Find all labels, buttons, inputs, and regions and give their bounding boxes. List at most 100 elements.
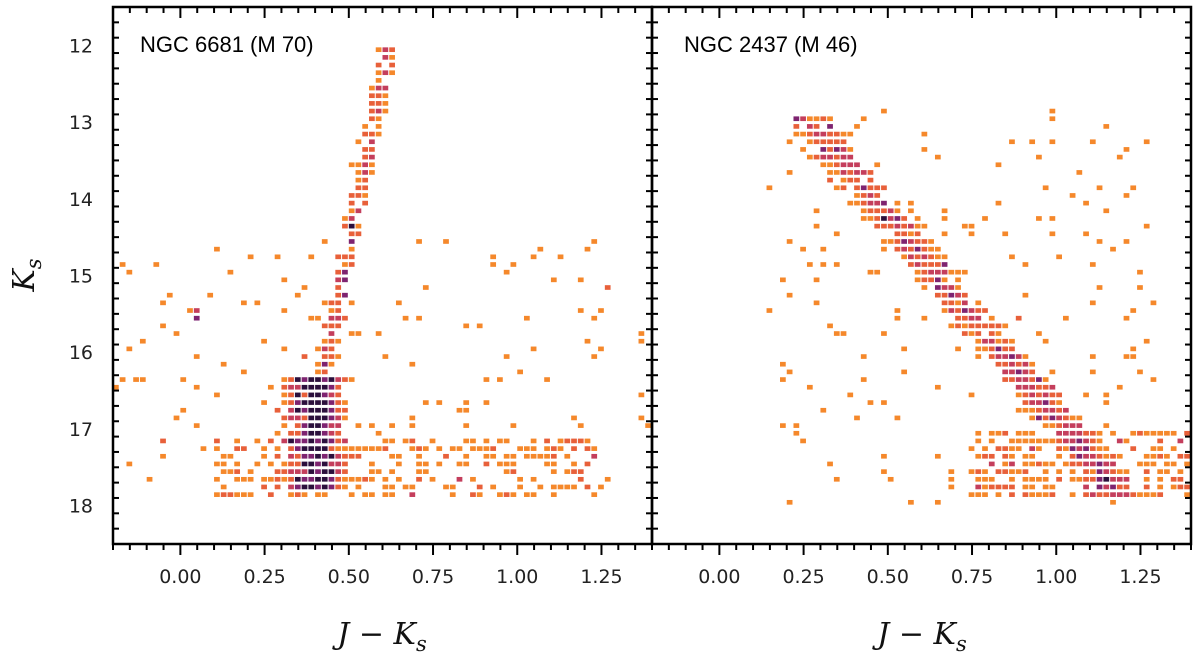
density-cell xyxy=(362,170,369,175)
density-cell xyxy=(1022,384,1029,390)
density-cell xyxy=(261,338,267,344)
density-cell xyxy=(914,269,921,275)
density-cell xyxy=(840,147,847,152)
density-cell xyxy=(1177,476,1184,482)
density-cell xyxy=(1096,476,1103,482)
density-cell xyxy=(544,438,550,444)
density-cell xyxy=(955,300,961,306)
density-cell xyxy=(921,262,928,267)
density-cell xyxy=(1029,461,1036,467)
density-cell xyxy=(874,223,881,229)
density-cell xyxy=(786,499,793,505)
density-cell xyxy=(988,430,995,436)
density-cell xyxy=(382,101,389,106)
density-cell xyxy=(369,93,375,99)
density-cell xyxy=(321,300,328,306)
density-cell xyxy=(1096,446,1103,451)
density-cell xyxy=(456,407,463,413)
density-cell xyxy=(908,231,914,237)
density-cell xyxy=(1143,139,1150,145)
density-cell xyxy=(975,346,982,352)
density-cell xyxy=(1069,453,1076,459)
panel-ngc2437: 0.00 0.25 0.50 0.75 1.00 1.25 NGC 2437 (M 46)… xyxy=(650,5,1193,656)
density-cell xyxy=(881,200,887,206)
density-cell xyxy=(1049,492,1056,497)
density-cell xyxy=(335,315,342,321)
density-cell xyxy=(813,154,820,160)
density-cell xyxy=(301,430,308,436)
density-cell xyxy=(369,147,375,152)
density-cell xyxy=(274,469,281,474)
density-cell xyxy=(948,308,955,313)
density-cell xyxy=(1069,476,1076,482)
density-cell xyxy=(887,223,894,229)
density-cell xyxy=(638,338,645,344)
density-cell xyxy=(382,108,389,114)
density-cell xyxy=(934,499,941,505)
density-cell xyxy=(968,323,975,329)
density-cell xyxy=(267,476,274,482)
density-cell xyxy=(497,377,503,382)
density-cell xyxy=(874,208,881,214)
density-cell xyxy=(894,223,901,229)
density-cell xyxy=(476,323,483,329)
x-tick-label: 0.75 xyxy=(412,566,454,588)
density-cell xyxy=(908,499,914,505)
density-cell xyxy=(988,323,995,329)
density-cell xyxy=(1056,453,1062,459)
density-cell xyxy=(948,476,955,482)
density-cell xyxy=(1036,377,1042,382)
density-cell xyxy=(490,262,497,267)
density-cell xyxy=(294,292,301,298)
density-cell xyxy=(328,476,335,482)
density-cell xyxy=(281,308,288,313)
density-cell xyxy=(308,469,315,474)
density-cell xyxy=(598,484,604,490)
density-cell xyxy=(119,262,126,267)
density-cell xyxy=(1177,469,1184,474)
density-cell xyxy=(1184,461,1190,467)
density-cell xyxy=(1022,461,1029,467)
density-cell xyxy=(564,469,571,474)
density-cell xyxy=(1110,430,1116,436)
density-cell xyxy=(1029,438,1036,444)
density-cell xyxy=(335,446,342,451)
density-cell xyxy=(860,193,867,198)
density-cell xyxy=(894,231,901,237)
density-cell xyxy=(294,476,301,482)
density-cell xyxy=(901,254,908,260)
density-cell xyxy=(288,446,294,451)
density-cell xyxy=(1089,262,1096,267)
density-cell xyxy=(1029,476,1036,482)
density-cell xyxy=(301,469,308,474)
density-cell xyxy=(1096,492,1103,497)
density-cell xyxy=(968,469,975,474)
density-cell xyxy=(288,400,294,405)
density-cell xyxy=(207,292,214,298)
density-cell xyxy=(483,461,490,467)
density-cell xyxy=(355,193,362,198)
density-cell xyxy=(301,484,308,490)
density-cell xyxy=(928,254,934,260)
density-cell xyxy=(1150,461,1157,467)
density-cell xyxy=(308,315,315,321)
density-cell xyxy=(1123,315,1130,321)
density-cell xyxy=(806,139,813,145)
density-cell xyxy=(948,484,955,490)
x-axis-ngc2437: 0.00 0.25 0.50 0.75 1.00 1.25 xyxy=(651,7,1192,588)
density-cell xyxy=(247,476,254,482)
density-cell xyxy=(308,423,315,428)
density-cell xyxy=(941,269,948,275)
density-cell xyxy=(328,446,335,451)
density-cell xyxy=(948,323,955,329)
density-cell xyxy=(328,354,335,359)
density-cell xyxy=(806,384,813,390)
density-cell xyxy=(1123,354,1130,359)
density-cell xyxy=(1002,430,1009,436)
density-cell xyxy=(854,193,860,198)
density-cell xyxy=(786,292,793,298)
density-cell xyxy=(301,492,308,497)
density-cell xyxy=(854,162,860,168)
density-cell xyxy=(490,446,497,451)
density-cell xyxy=(1089,492,1096,497)
